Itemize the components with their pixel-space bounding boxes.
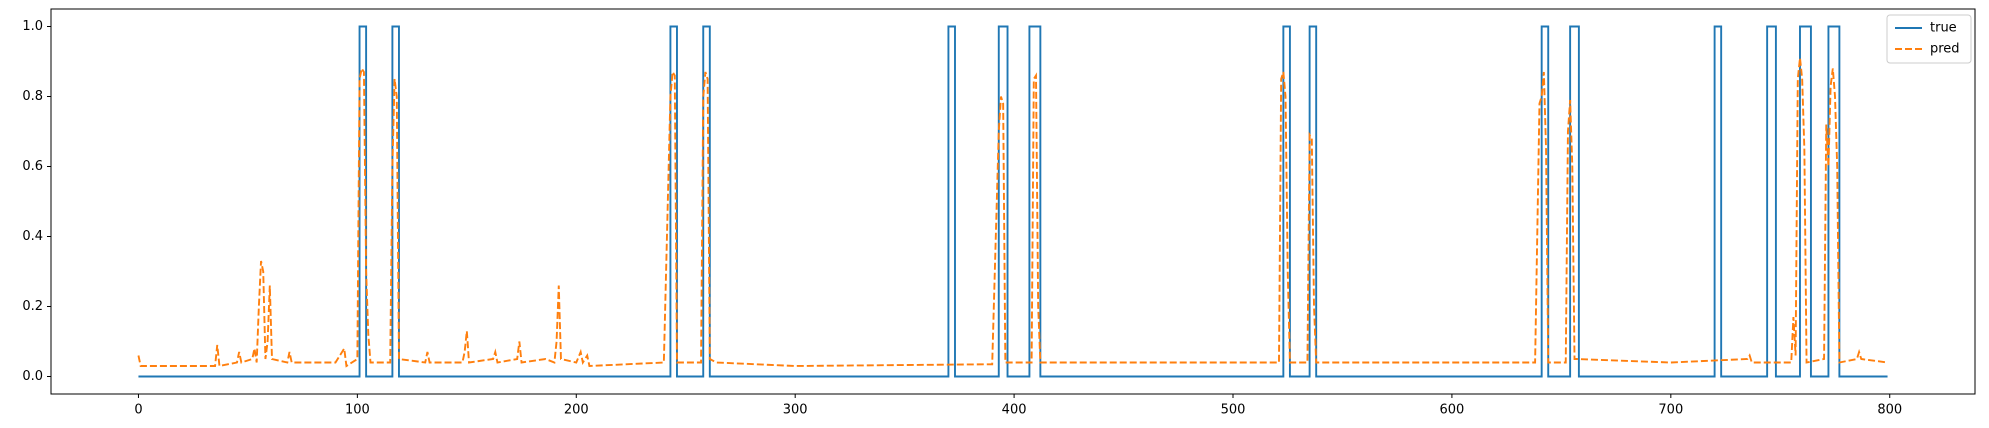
x-tick-label: 0: [134, 403, 142, 418]
axes-frame: [50, 8, 1976, 395]
y-tick-label: 1.0: [22, 19, 43, 34]
y-tick-label: 0.4: [22, 229, 43, 244]
x-tick-label: 800: [1877, 403, 1902, 418]
y-tick-label: 0.6: [22, 159, 43, 174]
x-tick-label: 700: [1658, 403, 1683, 418]
legend-box: [1886, 14, 1972, 64]
y-tick-label: 0.8: [22, 89, 43, 104]
legend-label: pred: [1930, 42, 1960, 57]
line-pred: [137, 57, 1888, 368]
legend-label: true: [1930, 21, 1957, 36]
x-tick-label: 500: [1221, 403, 1246, 418]
x-tick-label: 300: [783, 403, 808, 418]
line-true: [138, 25, 1888, 378]
x-tick-label: 200: [564, 403, 589, 418]
x-tick-label: 400: [1002, 403, 1027, 418]
y-tick-label: 0.2: [22, 299, 43, 314]
x-tick-label: 100: [345, 403, 370, 418]
x-tick-label: 600: [1440, 403, 1465, 418]
y-tick-label: 0.0: [22, 369, 43, 384]
